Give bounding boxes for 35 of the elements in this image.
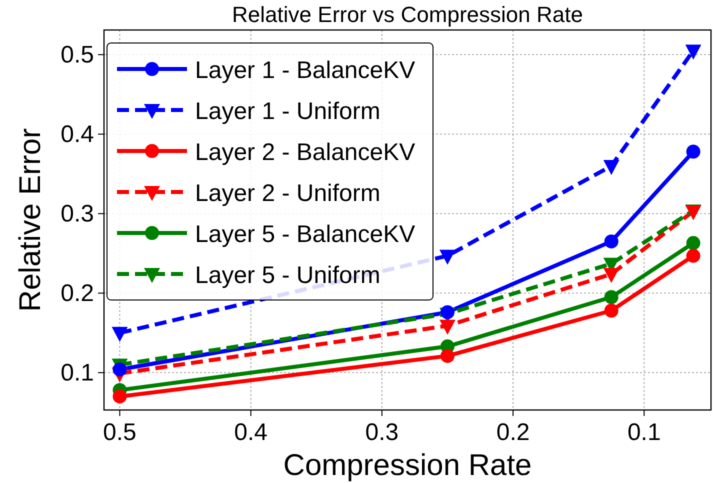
- point: [112, 389, 127, 404]
- point: [685, 44, 702, 60]
- point: [440, 348, 454, 363]
- legend-label: Layer 5 - BalanceKV: [195, 221, 416, 248]
- point: [686, 248, 700, 263]
- x-tick-label: 0.3: [365, 419, 399, 446]
- x-axis-title: Compression Rate: [283, 449, 532, 482]
- point: [439, 250, 456, 265]
- point: [604, 290, 618, 304]
- x-tick-label: 0.4: [234, 419, 268, 446]
- x-tick-label: 0.5: [103, 419, 136, 446]
- point: [604, 234, 618, 248]
- point: [603, 160, 620, 175]
- y-tick-label: 0.3: [60, 200, 94, 228]
- y-tick-label: 0.5: [60, 42, 94, 69]
- y-tick-label: 0.1: [60, 360, 94, 387]
- point: [112, 362, 127, 376]
- point: [604, 304, 618, 318]
- x-tick-label: 0.1: [627, 419, 661, 446]
- legend-label: Layer 1 - BalanceKV: [195, 57, 416, 84]
- y-tick-label: 0.4: [60, 121, 94, 148]
- y-axis-title: Relative Error: [14, 128, 47, 312]
- legend-label: Layer 5 - Uniform: [195, 262, 380, 289]
- legend-label: Layer 2 - BalanceKV: [195, 139, 416, 166]
- legend-label: Layer 1 - Uniform: [195, 98, 380, 125]
- y-tick-label: 0.2: [60, 280, 94, 308]
- point: [112, 326, 128, 342]
- legend-label: Layer 2 - Uniform: [195, 180, 380, 207]
- x-tick-label: 0.2: [496, 419, 530, 446]
- point: [440, 305, 454, 320]
- point: [686, 236, 700, 250]
- point: [603, 268, 620, 284]
- point: [439, 320, 456, 335]
- point: [686, 144, 700, 159]
- chart-title: Relative Error vs Compression Rate: [232, 2, 583, 27]
